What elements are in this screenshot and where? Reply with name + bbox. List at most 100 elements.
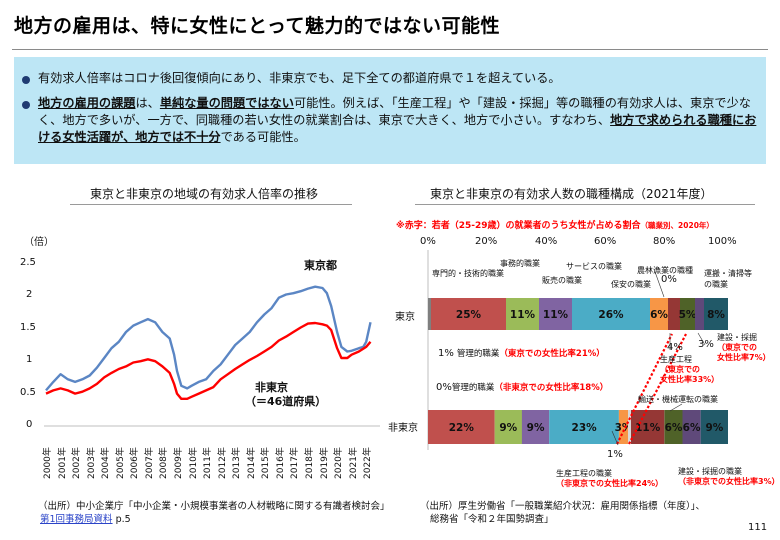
bar-segment xyxy=(572,298,650,330)
bar-data-label: 26% xyxy=(598,309,624,321)
kanri-non: 0%管理的職業（非東京での女性比率18%） xyxy=(436,381,608,393)
title-divider xyxy=(12,49,768,50)
row-label-tokyo: 東京 xyxy=(395,312,415,323)
label-hoan: 保安の職業 xyxy=(611,280,651,289)
seisan-tokyo-callout: 生産工程 （東京での 女性比率33%） xyxy=(660,355,719,385)
kanri-tokyo-label: 管理的職業 xyxy=(456,349,500,359)
bar-segment xyxy=(682,410,701,444)
series-line-tokyo xyxy=(45,285,372,392)
bar-segment xyxy=(539,298,572,330)
summary-text-2: 可能性。例えば、「生産工程」や「建設・採掘」等の職種の有効求人は、東京で少なく、… xyxy=(38,96,751,127)
y-tick-label: 1.5 xyxy=(20,322,36,333)
label-service: サービスの職業 xyxy=(566,262,622,271)
x-tick-label: 0% xyxy=(420,236,436,247)
y-tick-label: 0 xyxy=(26,419,33,430)
bar-data-label: 6% xyxy=(665,422,683,434)
kanri-non-label: 管理的職業 xyxy=(451,383,495,393)
summary-emphasis-3: 地方で求められる職種における女性活躍が、地方では不十分 xyxy=(38,113,757,144)
left-source-line-1: （出所）中小企業庁「中小企業・小規模事業者の人材戦略に関する有識者検討会」 xyxy=(38,501,390,512)
bar-segment xyxy=(506,298,539,330)
right-chart-title-rule xyxy=(415,204,755,205)
right-source-line-1: （出所）厚生労働省「一般職業紹介状況：雇用関係指標（年度）」、 xyxy=(420,501,706,512)
bar-segment xyxy=(549,410,619,444)
bar-segment xyxy=(628,410,631,444)
summary-bullet-2: 地方の雇用の課題は、単純な量の問題ではない可能性。例えば、「生産工程」や「建設・… xyxy=(22,95,758,146)
bar-data-label: 6% xyxy=(683,422,701,434)
note-main: ※赤字：若者（25-29歳）の就業者のうち女性が占める割合 xyxy=(396,221,641,231)
x-tick-label: 80% xyxy=(653,236,676,247)
kensetsu-non-callout: 建設・採掘の職業 （非東京での女性比率3%） xyxy=(678,467,780,487)
summary-text-3: である可能性。 xyxy=(220,130,306,144)
label-non-tokyo: 非東京 xyxy=(255,381,288,394)
bar-data-label: 8% xyxy=(707,309,725,321)
leader-line xyxy=(611,430,619,446)
seisan-tokyo-ratio-2: 女性比率33%） xyxy=(660,375,720,384)
label-noorin: 農林漁業の職種 xyxy=(637,266,693,275)
summary-emphasis-1: 地方の雇用の課題 xyxy=(38,96,136,110)
page-number: 111 xyxy=(748,522,768,533)
seisan-tokyo-pct: 4% xyxy=(667,342,683,353)
bar-data-label: 11% xyxy=(543,309,569,321)
seisan-non-callout: 生産工程の職業 （非東京での女性比率24%） xyxy=(556,469,663,489)
bar-segment xyxy=(428,298,431,330)
right-source-line-2: 総務省「令和２年国勢調査」 xyxy=(430,514,554,525)
note-small: （職業別、2020年） xyxy=(640,221,714,230)
left-chart-marks xyxy=(45,285,372,400)
kensetsu-tokyo-pct: 3% xyxy=(698,339,714,350)
label-yuso: 輸送・機械運転の職業 xyxy=(638,395,718,404)
bar-data-label: 9% xyxy=(527,422,545,434)
page-title: 地方の雇用は、特に女性にとって魅力的ではない可能性 xyxy=(14,15,500,37)
kanri-non-female-ratio: （非東京での女性比率18%） xyxy=(494,383,609,393)
summary-text-1: は、 xyxy=(135,96,160,110)
bar-data-label: 11% xyxy=(510,309,536,321)
y-tick-label: 2 xyxy=(26,289,33,300)
bar-segment xyxy=(700,410,728,444)
bar-data-label: 5% xyxy=(679,309,697,321)
kanri-tokyo-female-ratio: （東京での女性比率21%） xyxy=(499,349,605,359)
x-tick-label: 100% xyxy=(708,236,737,247)
bar-segment xyxy=(428,410,495,444)
bar-data-label: 6% xyxy=(650,309,668,321)
bar-data-label: 11% xyxy=(635,422,661,434)
bar-segment xyxy=(695,298,704,330)
bar-segment xyxy=(494,410,522,444)
kensetsu-tokyo-ratio-1: （東京での xyxy=(717,343,757,352)
source-link[interactable]: 第1回事務局資料 xyxy=(40,514,113,525)
series-line-non-tokyo xyxy=(45,321,372,400)
seisan-tokyo-ratio-1: （東京での xyxy=(660,365,700,374)
kensetsu-non-label: 建設・採掘の職業 xyxy=(678,467,742,476)
leader-line xyxy=(697,332,706,346)
row-label-non-tokyo: 非東京 xyxy=(388,423,418,434)
bar-segment xyxy=(704,298,728,330)
left-source: （出所）中小企業庁「中小企業・小規模事業者の人材戦略に関する有識者検討会」 第1… xyxy=(38,500,390,526)
right-chart-note: ※赤字：若者（25-29歳）の就業者のうち女性が占める割合（職業別、2020年） xyxy=(396,218,714,231)
label-unpan: 運搬・清掃等の職業 xyxy=(704,269,752,289)
bar-segment xyxy=(680,298,695,330)
x-tick-label: 60% xyxy=(594,236,617,247)
bar-segment xyxy=(664,410,683,444)
bar-segment xyxy=(631,410,665,444)
bar-segment xyxy=(668,298,680,330)
y-tick-label: 0.5 xyxy=(20,387,36,398)
kensetsu-tokyo-callout: 建設・採掘 （東京での 女性比率7%） xyxy=(717,333,771,363)
right-chart-title: 東京と非東京の有効求人数の職種構成（2021年度） xyxy=(430,187,713,201)
y-tick-label: 2.5 xyxy=(20,257,36,268)
leader-line xyxy=(669,403,683,412)
bar-segment xyxy=(431,298,506,330)
kensetsu-tokyo-ratio-2: 女性比率7%） xyxy=(717,353,771,362)
bar-data-label: 25% xyxy=(456,309,482,321)
left-chart-title: 東京と非東京の地域の有効求人倍率の推移 xyxy=(90,187,319,201)
x-tick-label: 20% xyxy=(475,236,498,247)
summary-box: 有効求人倍率はコロナ後回復傾向にあり、非東京でも、足下全ての都道府県で１を超えて… xyxy=(14,57,766,164)
bar-segment xyxy=(650,298,668,330)
summary-bullet-1-text: 有効求人倍率はコロナ後回復傾向にあり、非東京でも、足下全ての都道府県で１を超えて… xyxy=(38,71,561,85)
bar-data-label: 22% xyxy=(449,422,475,434)
bar-segment xyxy=(521,410,550,444)
source-page: p.5 xyxy=(112,514,131,525)
bottom-pct: 1% xyxy=(607,449,623,460)
label-jimu: 事務的職業 xyxy=(500,259,540,268)
kanri-non-pct: 0% xyxy=(436,382,452,393)
left-chart-title-rule xyxy=(70,204,352,205)
